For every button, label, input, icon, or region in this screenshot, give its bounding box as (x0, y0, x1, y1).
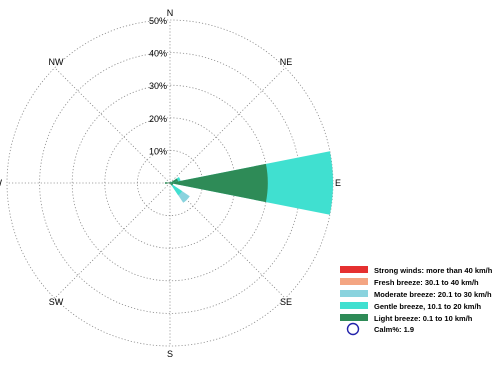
direction-label-SW: SW (49, 297, 64, 307)
legend-label: Moderate breeze: 20.1 to 30 km/h (374, 290, 492, 299)
sector-E-series-4 (170, 163, 268, 203)
sector-NE-series-4 (170, 181, 172, 183)
sector-ENE-series-4 (170, 178, 178, 183)
legend-swatch (340, 314, 368, 321)
direction-label-S: S (167, 349, 173, 359)
sector-NNE-series-4 (170, 181, 171, 183)
radial-tick-label: 50% (149, 16, 167, 26)
wind-sectors (165, 151, 334, 215)
direction-label-NW: NW (49, 57, 64, 67)
sector-WNW-series-4 (168, 182, 170, 183)
radial-tick-label: 30% (149, 81, 167, 91)
sector-SSE-series-4 (170, 183, 171, 185)
legend-label: Strong winds: more than 40 km/h (374, 266, 493, 275)
sector-SE-series-4 (170, 183, 173, 186)
sector-SE-series-3 (170, 183, 183, 196)
grid-labels: 10% 20% 30% 40% 50%N NE E SE S SW W NW (0, 8, 341, 359)
radial-tick-label: 20% (149, 114, 167, 124)
direction-label-N: N (167, 8, 174, 18)
grid-spoke (54, 182, 171, 299)
radial-tick-label: 40% (149, 49, 167, 59)
direction-label-E: E (335, 178, 341, 188)
legend-swatch (340, 266, 368, 273)
direction-label-NE: NE (280, 57, 293, 67)
radial-tick-label: 10% (149, 146, 167, 156)
legend-swatch (340, 290, 368, 297)
direction-label-SE: SE (280, 297, 292, 307)
legend-label: Gentle breeze, 10.1 to 20 km/h (374, 302, 482, 311)
sector-W-series-4 (165, 182, 170, 184)
legend-swatch (340, 278, 368, 285)
sector-ESE-series-4 (170, 183, 174, 185)
legend-label: Fresh breeze: 30.1 to 40 km/h (374, 278, 479, 287)
legend-label: Light breeze: 0.1 to 10 km/h (374, 314, 473, 323)
calm-circle-icon (346, 322, 360, 336)
legend: Strong winds: more than 40 km/h Fresh bre… (340, 266, 493, 336)
legend-swatch (340, 302, 368, 309)
calm-label: Calm%: 1.9 (374, 325, 414, 334)
direction-label-W: W (0, 178, 3, 188)
